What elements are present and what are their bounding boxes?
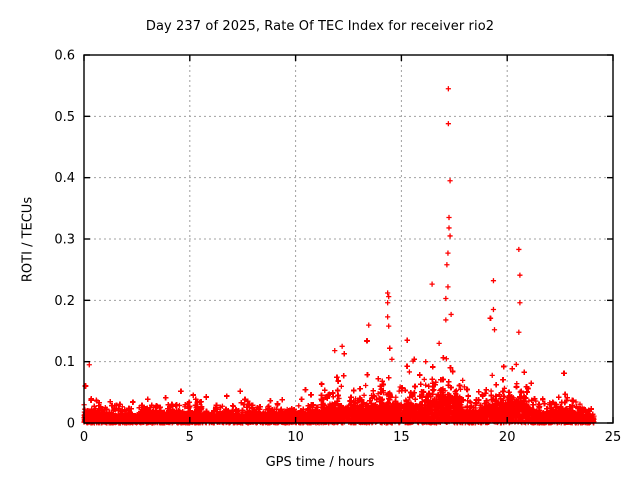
svg-text:20: 20 — [499, 430, 516, 445]
svg-text:5: 5 — [186, 430, 194, 445]
svg-text:0.3: 0.3 — [54, 233, 75, 248]
svg-text:15: 15 — [393, 430, 410, 445]
page-title: Day 237 of 2025, Rate Of TEC Index for r… — [0, 19, 640, 34]
svg-text:0: 0 — [67, 417, 75, 432]
data-points — [81, 86, 597, 426]
svg-text:0.1: 0.1 — [54, 355, 75, 370]
axis-ticks — [83, 54, 614, 424]
y-axis-label: ROTI / TECUs — [21, 150, 36, 330]
svg-text:0.4: 0.4 — [54, 171, 75, 186]
gridlines — [84, 55, 613, 423]
svg-text:0.6: 0.6 — [54, 49, 75, 64]
axis-frame — [83, 54, 614, 424]
svg-text:0.5: 0.5 — [54, 110, 75, 125]
svg-text:0.2: 0.2 — [54, 294, 75, 309]
x-axis-label: GPS time / hours — [0, 455, 640, 470]
svg-text:0: 0 — [80, 430, 88, 445]
axis-tick-labels: 0 0.1 0.2 0.3 0.4 0.5 0.6 0 5 10 15 20 25 — [54, 49, 621, 446]
svg-text:10: 10 — [287, 430, 304, 445]
svg-text:25: 25 — [605, 430, 622, 445]
